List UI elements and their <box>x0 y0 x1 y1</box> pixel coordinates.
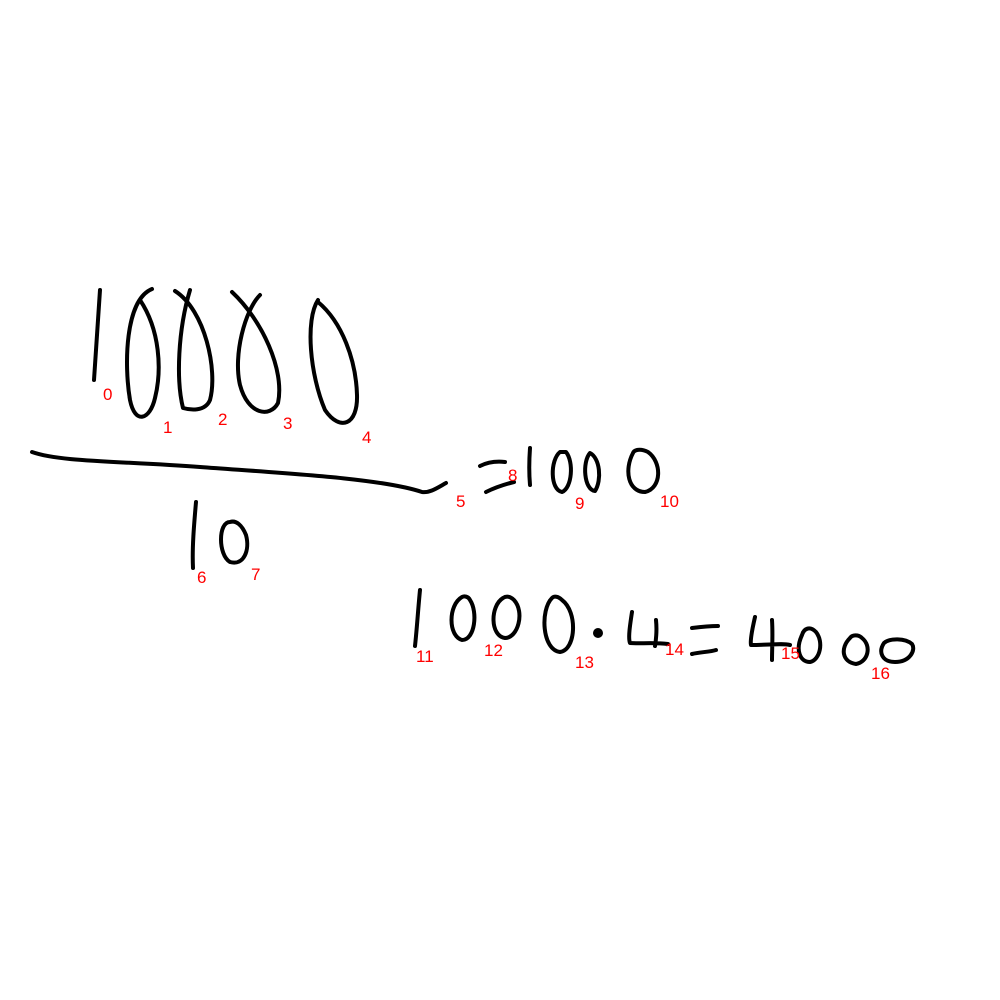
label-15: 15 <box>781 644 800 663</box>
stroke-3 <box>230 290 282 414</box>
label-0: 0 <box>103 385 112 404</box>
label-14: 14 <box>665 640 684 659</box>
stroke-10 <box>626 447 661 494</box>
label-11: 11 <box>416 647 434 666</box>
stroke-2 <box>173 288 215 412</box>
label-5: 5 <box>456 492 465 511</box>
label-13: 13 <box>575 653 594 672</box>
stroke-8 <box>478 459 516 494</box>
label-16: 16 <box>871 664 890 683</box>
stroke-9 <box>527 446 602 494</box>
label-1: 1 <box>163 418 172 437</box>
label-12: 12 <box>484 641 503 660</box>
stroke-1 <box>125 287 161 419</box>
label-4: 4 <box>362 428 371 447</box>
stroke-0 <box>92 288 102 382</box>
stroke-4 <box>308 298 360 425</box>
label-8: 8 <box>508 466 517 485</box>
stroke-7 <box>219 519 250 565</box>
stroke-16 <box>841 633 916 666</box>
stroke-12 <box>449 594 522 642</box>
label-6: 6 <box>197 568 206 587</box>
stroke-5 <box>30 450 448 495</box>
stroke-13 <box>542 594 576 654</box>
label-9: 9 <box>575 494 584 513</box>
stroke-11 <box>413 588 422 648</box>
stroke-6 <box>190 500 198 570</box>
handwriting-strokes <box>30 287 916 666</box>
multiplication-dot <box>593 628 603 638</box>
stroke-index-labels: 0 1 2 3 4 5 6 7 8 9 10 11 12 13 14 15 16 <box>103 385 890 683</box>
label-7: 7 <box>251 565 260 584</box>
stroke-14 <box>627 610 720 656</box>
label-2: 2 <box>218 410 227 429</box>
label-10: 10 <box>660 492 679 511</box>
stroke-15 <box>748 615 823 664</box>
label-3: 3 <box>283 414 292 433</box>
